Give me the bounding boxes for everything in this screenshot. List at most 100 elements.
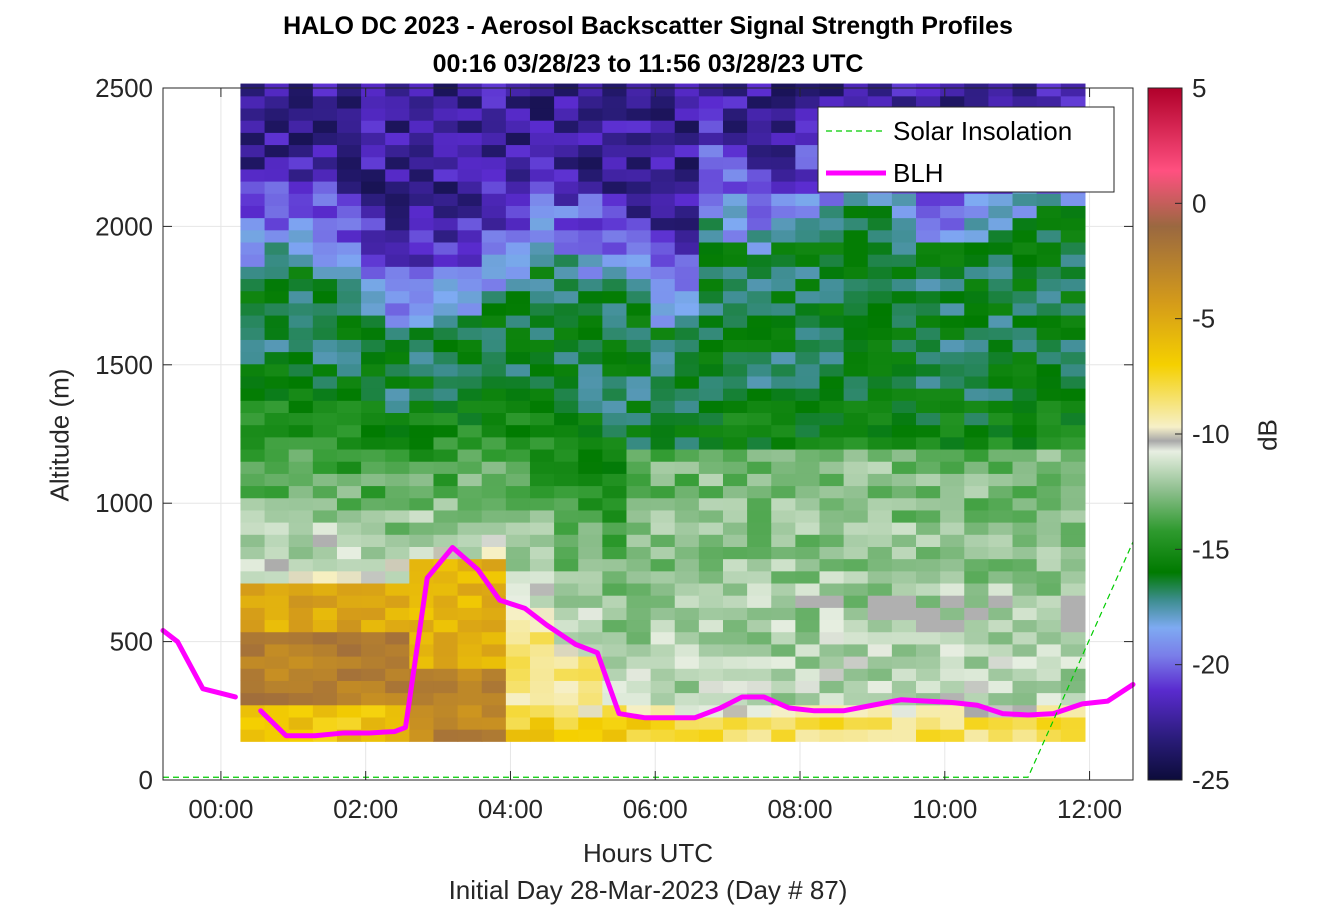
- heatmap-cell: [843, 95, 869, 109]
- heatmap-cell: [336, 436, 362, 450]
- heatmap-cell: [336, 461, 362, 474]
- heatmap-cell: [650, 570, 676, 584]
- heatmap-cell: [578, 278, 603, 292]
- colorbar-ticks: 50-5-10-15-20-25: [1175, 73, 1230, 795]
- heatmap-cell: [578, 655, 603, 669]
- heatmap-cell: [240, 375, 266, 389]
- heatmap-cell: [771, 266, 796, 280]
- heatmap-cell: [409, 436, 435, 450]
- heatmap-cell: [674, 83, 700, 97]
- heatmap-cell: [264, 156, 290, 170]
- heatmap-cell: [312, 522, 338, 535]
- heatmap-cell: [288, 522, 314, 535]
- heatmap-cell: [747, 473, 772, 487]
- heatmap-cell: [916, 680, 941, 694]
- heatmap-cell: [336, 692, 362, 706]
- heatmap-cell: [916, 375, 941, 389]
- heatmap-cell: [240, 132, 266, 146]
- heatmap-cell: [867, 193, 893, 206]
- heatmap-cell: [940, 217, 965, 231]
- heatmap-cell: [554, 619, 579, 633]
- heatmap-cell: [771, 448, 796, 462]
- heatmap-cell: [867, 229, 893, 243]
- blh-line: [160, 628, 238, 700]
- heatmap-cell: [650, 254, 676, 267]
- heatmap-cell: [529, 351, 555, 365]
- heatmap-cell: [481, 680, 507, 694]
- heatmap-cell: [916, 509, 941, 523]
- heatmap-cell: [481, 205, 507, 219]
- heatmap-cell: [336, 229, 362, 243]
- heatmap-cell: [240, 729, 266, 742]
- heatmap-cell: [940, 205, 965, 219]
- heatmap-cell: [529, 95, 555, 109]
- heatmap-cell: [457, 290, 483, 304]
- colorbar-tick-label: -5: [1192, 304, 1215, 334]
- heatmap-cell: [312, 607, 338, 621]
- heatmap-cell: [674, 290, 700, 304]
- heatmap-cell: [843, 302, 869, 316]
- heatmap-cell: [457, 107, 483, 121]
- heatmap-cell: [891, 509, 917, 523]
- heatmap-cell: [626, 509, 652, 523]
- heatmap-cell: [529, 716, 555, 730]
- heatmap-cell: [529, 485, 555, 499]
- heatmap-cell: [457, 655, 483, 669]
- heatmap-cell: [240, 254, 266, 267]
- heatmap-cell: [409, 546, 435, 560]
- heatmap-cell: [1036, 607, 1062, 621]
- heatmap-cell: [409, 375, 435, 389]
- heatmap-cell: [602, 716, 628, 730]
- heatmap-cell: [264, 351, 290, 365]
- heatmap-cell: [385, 704, 410, 718]
- heatmap-cell: [505, 181, 531, 194]
- heatmap-cell: [578, 217, 603, 231]
- heatmap-cell: [240, 229, 266, 243]
- heatmap-cell: [433, 168, 459, 182]
- heatmap-cell: [843, 266, 869, 280]
- heatmap-cell: [602, 229, 628, 243]
- heatmap-cell: [385, 546, 410, 560]
- heatmap-cell: [288, 181, 314, 194]
- heatmap-cell: [698, 181, 724, 194]
- heatmap-cell: [578, 107, 603, 121]
- heatmap-cell: [626, 680, 652, 694]
- heatmap-cell: [771, 241, 796, 255]
- heatmap-cell: [698, 619, 724, 633]
- heatmap-cell: [795, 193, 821, 206]
- heatmap-cell: [288, 424, 314, 438]
- heatmap-cell: [1036, 558, 1062, 572]
- heatmap-cell: [385, 461, 410, 474]
- heatmap-cell: [795, 229, 821, 243]
- heatmap-cell: [1012, 729, 1038, 742]
- heatmap-cell: [964, 193, 989, 206]
- heatmap-cell: [578, 412, 603, 426]
- heatmap-cell: [795, 509, 821, 523]
- heatmap-cell: [988, 193, 1014, 206]
- heatmap-cell: [481, 229, 507, 243]
- heatmap-cell: [867, 655, 893, 669]
- heatmap-cell: [433, 120, 459, 133]
- heatmap-cell: [336, 290, 362, 304]
- heatmap-cell: [891, 607, 917, 621]
- heatmap-cell: [1060, 582, 1086, 596]
- heatmap-cell: [650, 582, 676, 596]
- heatmap-cell: [578, 509, 603, 523]
- heatmap-cell: [626, 168, 652, 182]
- heatmap-cell: [505, 704, 531, 718]
- heatmap-cell: [1060, 461, 1086, 474]
- heatmap-cell: [457, 522, 483, 535]
- heatmap-cell: [674, 485, 700, 499]
- heatmap-cell: [361, 217, 386, 231]
- heatmap-cell: [240, 473, 266, 487]
- heatmap-cell: [505, 558, 531, 572]
- heatmap-cell: [1036, 351, 1062, 365]
- heatmap-cell: [916, 704, 941, 718]
- heatmap-cell: [240, 83, 266, 97]
- heatmap-cell: [1036, 619, 1062, 633]
- heatmap-cell: [988, 643, 1014, 657]
- heatmap-cell: [940, 229, 965, 243]
- heatmap-cell: [964, 217, 989, 231]
- heatmap-cell: [505, 448, 531, 462]
